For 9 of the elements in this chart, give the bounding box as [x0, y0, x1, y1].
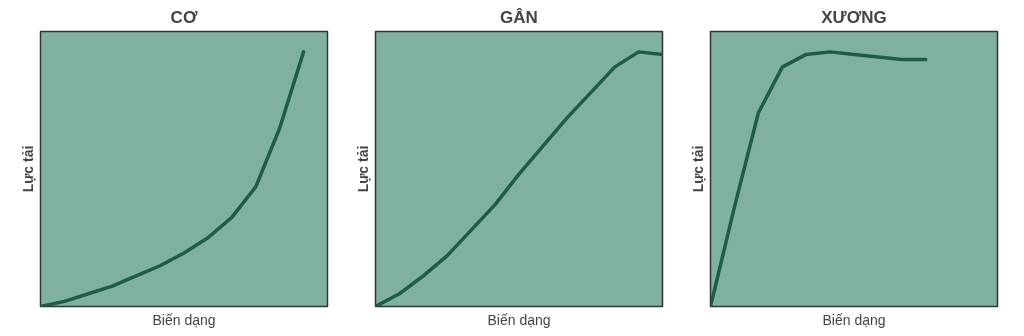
y-axis-title: Lực tải	[354, 145, 371, 193]
x-axis-title: Biến dạng	[487, 311, 551, 328]
chart-title: GÂN	[500, 7, 538, 27]
y-axis-title: Lực tải	[19, 145, 36, 193]
x-axis-title: Biến dạng	[152, 311, 216, 328]
x-axis-title: Biến dạng	[822, 311, 886, 328]
chart-title: XƯƠNG	[821, 7, 887, 27]
chart-title: CƠ	[170, 7, 198, 27]
y-axis-title: Lực tải	[689, 145, 706, 193]
